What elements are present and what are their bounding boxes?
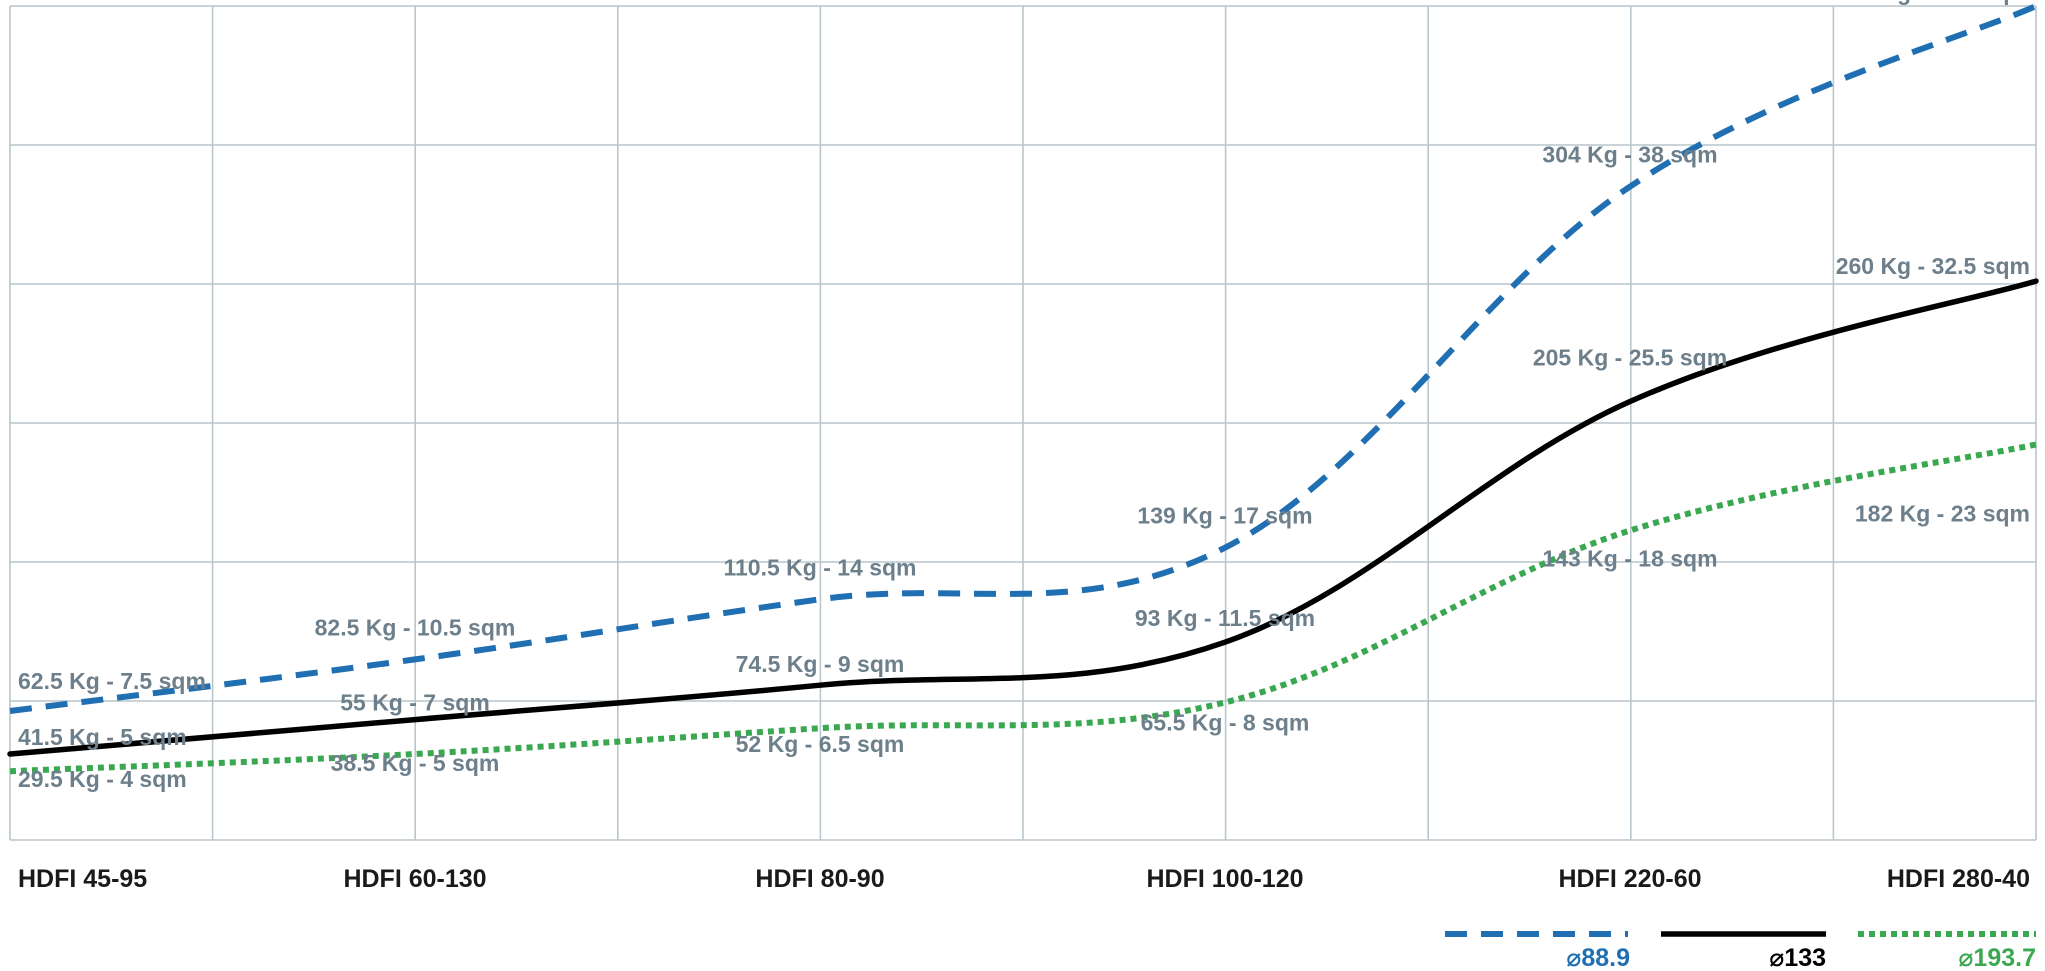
data-label: 38.5 Kg - 5 sqm [331, 750, 500, 776]
data-label: 110.5 Kg - 14 sqm [723, 554, 916, 580]
data-label: 55 Kg - 7 sqm [340, 690, 490, 716]
legend-label-3: ⌀193.7 [1958, 944, 2036, 971]
x-tick-label: HDFI 45-95 [18, 865, 147, 893]
data-label: 205 Kg - 25.5 sqm [1533, 345, 1727, 371]
data-label: 29.5 Kg - 4 sqm [18, 766, 187, 792]
series-line-3 [9, 441, 2037, 775]
data-label: 82.5 Kg - 10.5 sqm [315, 614, 516, 640]
data-label: 93 Kg - 11.5 sqm [1135, 605, 1315, 631]
data-label: 182 Kg - 23 sqm [1855, 501, 2030, 527]
x-tick-label: HDFI 100-120 [1146, 865, 1303, 893]
series-layer [7, 3, 2039, 775]
data-label: 304 Kg - 38 sqm [1542, 142, 1717, 168]
legend-label-1: ⌀88.9 [1566, 944, 1630, 971]
legend: ⌀88.9 ⌀133 ⌀193.7 [1445, 931, 2036, 971]
x-tick-label: HDFI 280-40 [1887, 865, 2030, 893]
data-label: 52 Kg - 6.5 sqm [736, 731, 905, 757]
data-label: 62.5 Kg - 7.5 sqm [18, 668, 206, 694]
legend-label-2: ⌀133 [1769, 944, 1826, 971]
chart-grid [9, 5, 2037, 841]
data-label: 65.5 Kg - 8 sqm [1141, 709, 1310, 735]
data-label: 388 Kg - 48.5 sqm [1836, 0, 2030, 5]
series-line-1 [9, 3, 2038, 714]
data-label: 260 Kg - 32.5 sqm [1836, 253, 2030, 279]
x-tick-label: HDFI 60-130 [343, 865, 486, 893]
x-axis-labels: HDFI 45-95 HDFI 60-130 HDFI 80-90 HDFI 100-… [18, 865, 2030, 893]
data-label: 143 Kg - 18 sqm [1542, 546, 1717, 572]
data-label: 41.5 Kg - 5 sqm [18, 724, 187, 750]
x-tick-label: HDFI 220-60 [1558, 865, 1701, 893]
x-tick-label: HDFI 80-90 [755, 865, 884, 893]
data-label: 74.5 Kg - 9 sqm [736, 651, 905, 677]
data-label: 139 Kg - 17 sqm [1137, 503, 1312, 529]
series-line-2 [7, 278, 2039, 757]
data-labels-layer: 62.5 Kg - 7.5 sqm 82.5 Kg - 10.5 sqm 110.5… [18, 0, 2030, 792]
